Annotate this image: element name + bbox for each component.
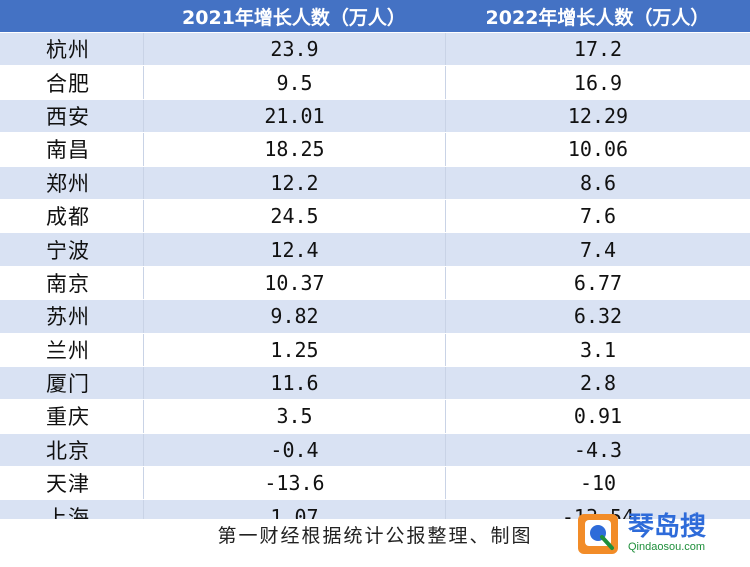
value-2022-cell: 17.2	[445, 33, 750, 66]
value-2021-cell: 12.4	[143, 233, 445, 266]
value-2022-cell: 12.29	[445, 99, 750, 133]
value-2021-cell: 11.6	[143, 366, 445, 400]
table-row: 杭州 23.9 17.2	[0, 33, 750, 67]
value-2022-cell: 8.6	[445, 166, 750, 199]
value-2021-cell: 10.37	[143, 266, 445, 300]
city-cell: 苏州	[46, 305, 90, 330]
table-header-row: 2021年增长人数（万人） 2022年增长人数（万人）	[0, 0, 750, 33]
value-2021-cell: 24.5	[143, 199, 445, 233]
city-cell: 合肥	[46, 71, 90, 96]
watermark-logo-icon	[576, 510, 622, 556]
value-2021-cell: 23.9	[143, 33, 445, 66]
value-2021-cell: 1.25	[143, 333, 445, 366]
city-cell: 南京	[46, 271, 90, 296]
value-2022-cell: 3.1	[445, 333, 750, 366]
value-2022-cell: 0.91	[445, 400, 750, 433]
city-cell: 南昌	[46, 138, 90, 163]
header-2021-cell: 2021年增长人数（万人）	[182, 6, 406, 29]
value-2021-cell: 21.01	[143, 99, 445, 133]
table-row: 郑州 12.2 8.6	[0, 166, 750, 200]
city-cell: 兰州	[46, 338, 90, 363]
table-row: 厦门 11.6 2.8	[0, 366, 750, 401]
table-row: 南昌 18.25 10.06	[0, 133, 750, 167]
table-row: 宁波 12.4 7.4	[0, 233, 750, 267]
value-2022-cell: 6.77	[445, 266, 750, 300]
value-2021-cell: 18.25	[143, 133, 445, 166]
value-2022-cell: 7.6	[445, 199, 750, 233]
value-2022-cell: 6.32	[445, 300, 750, 333]
value-2021-cell: -13.6	[143, 467, 445, 500]
value-2022-cell: 16.9	[445, 66, 750, 99]
value-2021-cell: 12.2	[143, 166, 445, 199]
city-cell: 重庆	[46, 405, 90, 430]
table-row: 北京 -0.4 -4.3	[0, 433, 750, 468]
value-2021-cell: 3.5	[143, 400, 445, 433]
value-2022-cell: -4.3	[445, 433, 750, 467]
table-row: 南京 10.37 6.77	[0, 266, 750, 301]
value-2022-cell: 2.8	[445, 366, 750, 400]
table-row: 合肥 9.5 16.9	[0, 66, 750, 100]
table-row: 西安 21.01 12.29	[0, 99, 750, 134]
table-row: 苏州 9.82 6.32	[0, 300, 750, 334]
value-2021-cell: -0.4	[143, 433, 445, 467]
watermark-title: 琴岛搜	[628, 512, 707, 542]
city-cell: 成都	[46, 205, 90, 230]
table-row: 重庆 3.5 0.91	[0, 400, 750, 434]
value-2021-cell: 9.5	[143, 66, 445, 99]
table-row: 天津 -13.6 -10	[0, 467, 750, 501]
city-cell: 郑州	[46, 171, 90, 196]
city-cell: 厦门	[46, 372, 90, 397]
city-cell: 杭州	[46, 38, 90, 63]
header-city-cell	[0, 0, 143, 32]
watermark-subtitle: Qindaosou.com	[628, 541, 706, 553]
header-2022-cell: 2022年增长人数（万人）	[485, 6, 710, 29]
source-caption: 第一财经根据统计公报整理、制图	[0, 519, 750, 567]
watermark: 琴岛搜 Qindaosou.com	[576, 505, 736, 561]
city-cell: 宁波	[46, 238, 90, 263]
value-2022-cell: -10	[445, 467, 750, 500]
population-growth-table: 2021年增长人数（万人） 2022年增长人数（万人） 杭州 23.9 17.2 合肥…	[0, 0, 750, 534]
table-row: 兰州 1.25 3.1	[0, 333, 750, 367]
city-cell: 西安	[46, 104, 90, 129]
city-cell: 北京	[46, 438, 90, 463]
value-2022-cell: 10.06	[445, 133, 750, 166]
city-cell: 天津	[46, 472, 90, 497]
table-body: 杭州 23.9 17.2 合肥 9.5 16.9 西安 21.01 12.29 南昌 18.25 10…	[0, 33, 750, 534]
value-2022-cell: 7.4	[445, 233, 750, 266]
table-row: 成都 24.5 7.6	[0, 199, 750, 234]
value-2021-cell: 9.82	[143, 300, 445, 333]
